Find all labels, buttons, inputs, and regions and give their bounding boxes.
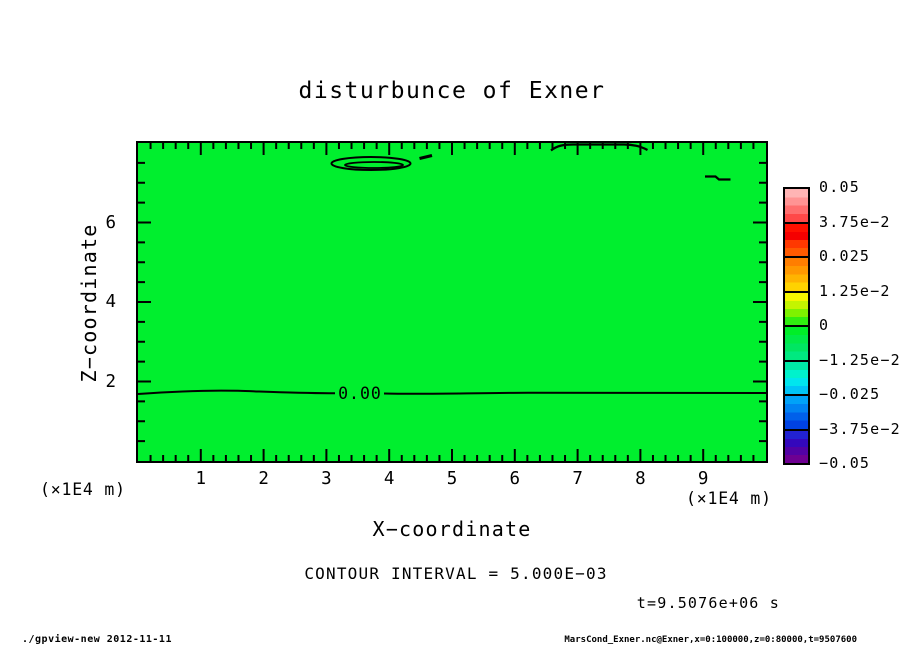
colorbar-box-6 <box>783 394 810 431</box>
colorbar-box-2 <box>783 256 810 293</box>
colorbar-box-5 <box>783 359 810 396</box>
x-tick-label-3: 3 <box>321 469 332 489</box>
contour-fragment-2 <box>705 175 731 181</box>
axis-tick-marks <box>138 143 766 461</box>
x-tick-label-8: 8 <box>635 469 646 489</box>
colorbar-label-1: 3.75e−2 <box>819 212 891 231</box>
contour-plot-canvas <box>138 143 766 461</box>
colorbar-label-3: 1.25e−2 <box>819 281 891 300</box>
closed-contour-inner <box>344 161 404 169</box>
x-tick-label-1: 1 <box>195 469 207 489</box>
x-tick-label-2: 2 <box>258 469 269 489</box>
contour-touching-top <box>550 143 649 152</box>
colorbar-label-4: 0 <box>819 316 830 334</box>
x-axis-unit-label: (×1E4 m) <box>686 489 772 508</box>
plot-title: disturbunce of Exner <box>298 78 606 104</box>
z-tick-label-6: 6 <box>105 212 116 233</box>
x-tick-label-6: 6 <box>509 469 521 489</box>
footer-data-source: MarsCond_Exner.nc@Exner,x=0:100000,z=0:8… <box>564 635 857 645</box>
colorbar-label-8: −0.05 <box>819 454 871 472</box>
colorbar-label-6: −0.025 <box>819 385 881 403</box>
x-tick-label-9: 9 <box>697 469 709 489</box>
closed-contour-outer <box>330 156 412 171</box>
colorbar <box>783 187 810 465</box>
colorbar-box-0 <box>783 187 810 224</box>
colorbar-box-1 <box>783 221 810 258</box>
colorbar-label-2: 0.025 <box>819 247 871 265</box>
colorbar-label-7: −3.75e−2 <box>819 419 901 438</box>
x-tick-label-4: 4 <box>383 469 395 489</box>
z-tick-label-2: 2 <box>105 371 116 392</box>
zero-contour-line-left <box>138 389 336 395</box>
x-axis-title: X−coordinate <box>372 517 532 541</box>
colorbar-box-7 <box>783 428 810 465</box>
footer-command-stamp: ./gpview-new 2012-11-11 <box>22 634 172 645</box>
colorbar-label-0: 0.05 <box>819 178 860 196</box>
zero-contour-label: 0.00 <box>338 384 382 403</box>
x-tick-label-7: 7 <box>572 469 583 489</box>
z-tick-label-4: 4 <box>105 292 116 312</box>
time-caption: t=9.5076e+06 s <box>636 594 780 612</box>
contour-interval-caption: CONTOUR INTERVAL = 5.000E−03 <box>304 564 608 583</box>
colorbar-box-4 <box>783 325 810 362</box>
plot-area: 0.00 <box>136 141 768 463</box>
contour-fragment-1 <box>419 153 433 161</box>
colorbar-box-3 <box>783 290 810 327</box>
x-tick-label-5: 5 <box>446 469 458 489</box>
colorbar-label-5: −1.25e−2 <box>819 350 901 369</box>
z-axis-unit-label: (×1E4 m) <box>40 480 126 499</box>
zero-contour-line-right <box>383 391 766 395</box>
